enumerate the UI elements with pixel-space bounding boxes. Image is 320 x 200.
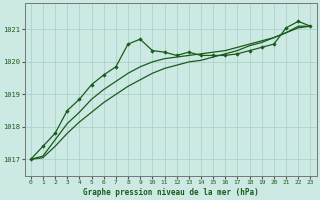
X-axis label: Graphe pression niveau de la mer (hPa): Graphe pression niveau de la mer (hPa) — [83, 188, 259, 197]
